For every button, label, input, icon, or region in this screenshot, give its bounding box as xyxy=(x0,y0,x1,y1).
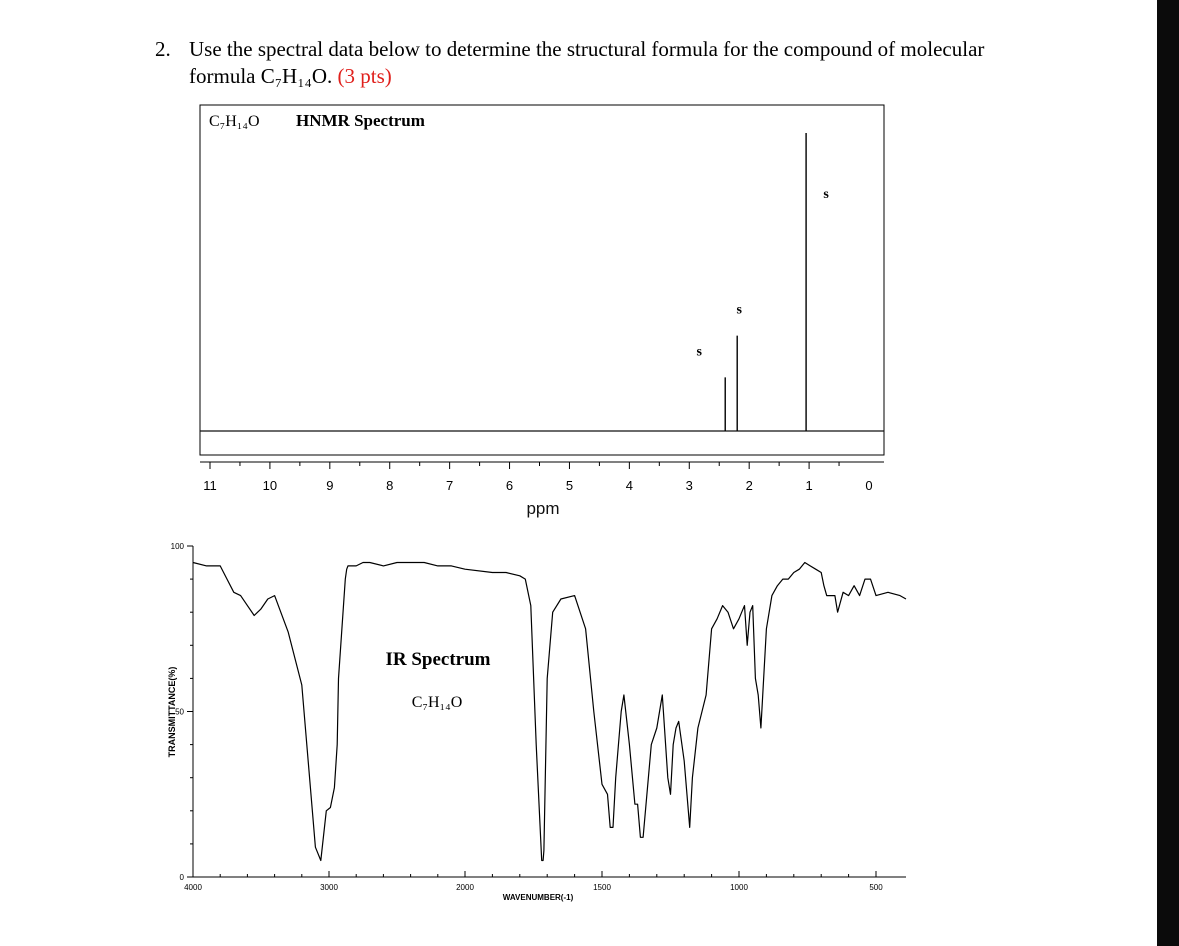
nmr-tick-label: 6 xyxy=(506,478,513,493)
nmr-peak-label: s xyxy=(823,187,829,202)
ir-x-tick-label: 2000 xyxy=(456,883,474,892)
scrollbar-track[interactable] xyxy=(1157,0,1179,946)
ir-title: IR Spectrum xyxy=(385,649,490,670)
nmr-tick-label: 9 xyxy=(326,478,333,493)
ir-y-tick-label: 0 xyxy=(180,873,185,882)
nmr-xlabel: ppm xyxy=(526,499,559,518)
nmr-peak-label: s xyxy=(696,344,702,359)
ir-x-tick-label: 1000 xyxy=(730,883,748,892)
nmr-tick-label: 4 xyxy=(626,478,633,493)
ir-series xyxy=(192,561,907,862)
nmr-peak-label: s xyxy=(736,303,742,318)
nmr-tick-label: 1 xyxy=(805,478,812,493)
ir-x-tick-label: 1500 xyxy=(593,883,611,892)
nmr-peaks: s s s xyxy=(200,133,884,432)
ir-formula: C₇H₁₄O xyxy=(412,694,463,711)
nmr-tick-label: 11 xyxy=(203,478,217,493)
question-line-1: Use the spectral data below to determine… xyxy=(189,37,985,61)
nmr-tick-label: 10 xyxy=(263,478,277,493)
nmr-tick-label: 3 xyxy=(686,478,693,493)
nmr-tick-label: 0 xyxy=(865,478,872,493)
nmr-tick-label: 5 xyxy=(566,478,573,493)
ir-y-axis: 0 50 100 xyxy=(171,542,193,882)
ir-ylabel: TRANSMITTANCE(%) xyxy=(167,667,177,758)
ir-y-tick-label: 100 xyxy=(171,542,185,551)
nmr-frame xyxy=(199,104,885,456)
ir-x-tick-label: 3000 xyxy=(320,883,338,892)
ir-series-line xyxy=(192,561,907,862)
ir-y-tick-label: 50 xyxy=(175,708,184,717)
question-points: (3 pts) xyxy=(337,64,392,88)
nmr-formula: C₇H₁₄O xyxy=(209,113,260,130)
nmr-tick-label: 8 xyxy=(386,478,393,493)
question-number: 2. xyxy=(155,37,171,61)
question-line-2: formula C₇H₁₄O. (3 pts) xyxy=(189,63,392,90)
nmr-title: HNMR Spectrum xyxy=(296,111,425,130)
nmr-tick-label: 7 xyxy=(446,478,453,493)
nmr-tick-label: 2 xyxy=(746,478,753,493)
ir-xlabel: WAVENUMBER(-1) xyxy=(503,893,574,902)
ir-x-tick-label: 4000 xyxy=(184,883,202,892)
nmr-x-axis: 11 10 9 8 7 6 5 4 3 2 1 0 xyxy=(200,461,884,493)
ir-x-tick-label: 500 xyxy=(869,883,883,892)
ir-x-axis: 4000 3000 2000 1500 1000 500 xyxy=(184,871,883,892)
question-formula-text: formula C₇H₁₄O. xyxy=(189,64,333,88)
